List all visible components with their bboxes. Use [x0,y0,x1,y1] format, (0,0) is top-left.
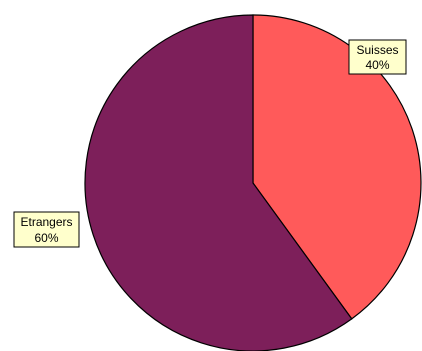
pie-labels: Suisses 40% Etrangers 60% [13,39,407,248]
slice-label-box-etrangers [13,211,80,248]
slice-label-name-suisses: Suisses [356,43,398,57]
slice-label-etrangers: Etrangers 60% [13,211,80,248]
slice-label-name-etrangers: Etrangers [20,215,72,229]
slice-label-value-suisses: 40% [365,58,389,72]
pie-slice-etrangers [84,14,353,351]
slice-label-suisses: Suisses 40% [348,39,407,75]
pie-slice-suisses [252,14,422,320]
slice-label-value-etrangers: 60% [34,231,58,245]
slice-label-box-suisses [348,39,407,75]
pie-slices [84,14,422,351]
